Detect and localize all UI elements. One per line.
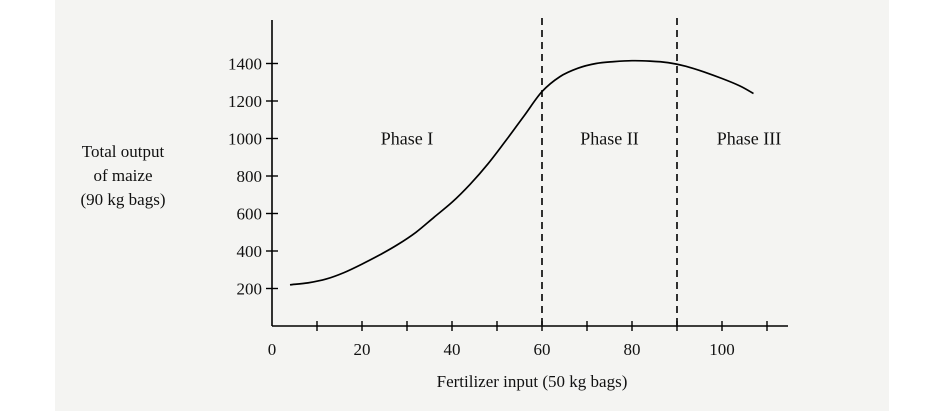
y-tick-label: 1400 [228, 55, 262, 74]
y-tick-label: 600 [237, 205, 263, 224]
phase-labels: Phase I Phase II Phase III [381, 129, 781, 149]
phase-label: Phase II [580, 129, 638, 149]
y-tick-label: 1000 [228, 130, 262, 149]
x-tick-label: 20 [354, 340, 371, 359]
y-axis-label-line: (90 kg bags) [81, 190, 166, 209]
x-tick-label: 40 [444, 340, 461, 359]
axes [271, 20, 788, 327]
x-axis-label: Fertilizer input (50 kg bags) [437, 372, 628, 391]
y-axis-label-line: Total output [82, 142, 165, 161]
phase-boundaries [541, 18, 678, 326]
y-tick-label: 200 [237, 280, 263, 299]
phase-label: Phase I [381, 129, 434, 149]
y-tick-label: 400 [237, 242, 263, 261]
x-tick-label: 100 [709, 340, 735, 359]
y-tick-label: 800 [237, 167, 263, 186]
curve-group [289, 59, 754, 286]
y-tick-label: 1200 [228, 92, 262, 111]
x-ticks: 0 20 40 60 80 100 [268, 321, 768, 359]
y-axis-label-line: of maize [94, 166, 153, 185]
output-curve [289, 59, 754, 286]
y-axis-label: Total output of maize (90 kg bags) [81, 142, 166, 209]
y-ticks: 200 400 600 800 1000 1200 1400 [228, 55, 278, 299]
phase-label: Phase III [717, 129, 781, 149]
x-tick-label: 0 [268, 340, 277, 359]
page-background [55, 0, 889, 411]
x-tick-label: 80 [624, 340, 641, 359]
x-tick-label: 60 [534, 340, 551, 359]
